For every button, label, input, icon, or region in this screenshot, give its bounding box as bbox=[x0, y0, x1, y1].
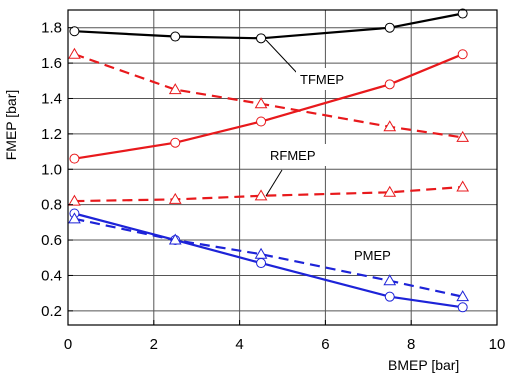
annotation-layer: TFMEP RFMEP PMEP bbox=[265, 39, 404, 266]
x-tick-label: 0 bbox=[64, 336, 72, 353]
series-0 bbox=[69, 8, 468, 44]
series-5-point bbox=[383, 274, 397, 286]
series-0-point bbox=[384, 22, 395, 33]
series-4-point bbox=[384, 291, 395, 302]
grid-lines bbox=[68, 10, 497, 325]
y-tick-label: 1.8 bbox=[41, 20, 62, 37]
y-tick-label: 1.2 bbox=[41, 126, 62, 143]
plot-background bbox=[68, 10, 497, 325]
rfmep-leader-line bbox=[265, 169, 283, 197]
series-2-point bbox=[383, 120, 397, 132]
x-tick-label: 8 bbox=[407, 336, 415, 353]
series-1-point bbox=[69, 153, 80, 164]
pmep-label-box bbox=[346, 244, 404, 266]
series-5-point bbox=[168, 233, 182, 245]
series-5-point bbox=[254, 247, 268, 259]
x-tick-label: 6 bbox=[321, 336, 329, 353]
series-1-point bbox=[256, 116, 267, 127]
x-tick-label: 2 bbox=[150, 336, 158, 353]
series-3-point bbox=[456, 180, 470, 192]
pmep-label: PMEP bbox=[354, 248, 391, 263]
y-tick-label: 1.6 bbox=[41, 55, 62, 72]
series-5-point bbox=[68, 212, 81, 224]
x-ticks: 0 2 4 6 8 10 bbox=[64, 320, 506, 353]
series-3 bbox=[68, 180, 470, 206]
y-tick-label: 0.2 bbox=[41, 303, 62, 320]
series-0-point bbox=[170, 31, 181, 42]
rfmep-label-box bbox=[266, 144, 340, 166]
series-1-point bbox=[457, 49, 468, 60]
tfmep-label-box bbox=[296, 68, 358, 90]
series-3-line bbox=[74, 185, 463, 203]
x-tick-label: 10 bbox=[489, 336, 506, 353]
series-4-point bbox=[256, 258, 267, 269]
tfmep-leader-line bbox=[265, 39, 299, 75]
series-3-point bbox=[168, 192, 182, 204]
x-axis-title: BMEP [bar] bbox=[388, 357, 459, 373]
tfmep-label: TFMEP bbox=[300, 72, 344, 87]
y-tick-label: 1.4 bbox=[41, 90, 62, 107]
series-5-line bbox=[74, 217, 463, 298]
y-ticks: 0.2 0.4 0.6 0.8 1.0 1.2 1.4 1.6 1.8 bbox=[41, 20, 73, 320]
series-2-point bbox=[168, 83, 182, 95]
series-0-point bbox=[457, 8, 468, 19]
series-layer bbox=[68, 8, 470, 313]
series-3-point bbox=[68, 194, 81, 206]
series-2-point bbox=[68, 47, 81, 59]
y-tick-label: 0.8 bbox=[41, 197, 62, 214]
series-2-point bbox=[456, 130, 470, 142]
series-1-point bbox=[170, 137, 181, 148]
series-0-point bbox=[69, 26, 80, 37]
series-5-point bbox=[456, 290, 470, 302]
series-4-point bbox=[457, 302, 468, 313]
series-2 bbox=[68, 47, 470, 142]
x-axis-title-bg bbox=[386, 355, 498, 373]
y-tick-label: 0.6 bbox=[41, 232, 62, 249]
series-1 bbox=[69, 49, 468, 164]
series-2-point bbox=[254, 97, 268, 109]
y-tick-label: 1.0 bbox=[41, 161, 62, 178]
series-1-point bbox=[384, 79, 395, 90]
y-tick-label: 0.4 bbox=[41, 267, 62, 284]
series-5 bbox=[68, 212, 470, 302]
y-axis-title: FMEP [bar] bbox=[3, 90, 19, 161]
series-3-point bbox=[383, 185, 397, 197]
plot-frame bbox=[67, 9, 498, 326]
series-3-point bbox=[254, 189, 268, 201]
rfmep-label: RFMEP bbox=[270, 148, 316, 163]
x-tick-label: 4 bbox=[235, 336, 243, 353]
series-0-point bbox=[256, 33, 267, 44]
